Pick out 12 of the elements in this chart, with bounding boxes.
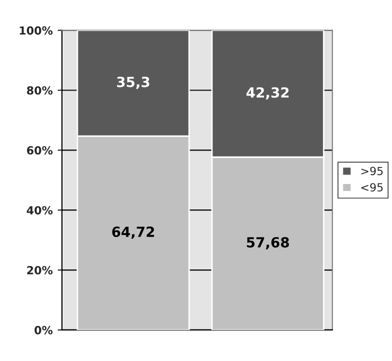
legend-label: <95: [361, 183, 383, 192]
legend-label: >95: [361, 166, 383, 176]
y-tick-label: 40%: [26, 206, 53, 214]
data-label: 57,68: [246, 237, 289, 250]
y-tick-label: 80%: [26, 86, 53, 95]
data-label: 35,3: [117, 76, 150, 89]
data-label: 42,32: [246, 87, 289, 100]
y-tick-label: 60%: [27, 146, 53, 155]
y-tick-label: 100%: [20, 26, 53, 35]
data-label: 64,72: [112, 226, 154, 239]
y-tick-label: 0%: [34, 326, 53, 334]
y-tick-label: 20%: [27, 266, 53, 274]
